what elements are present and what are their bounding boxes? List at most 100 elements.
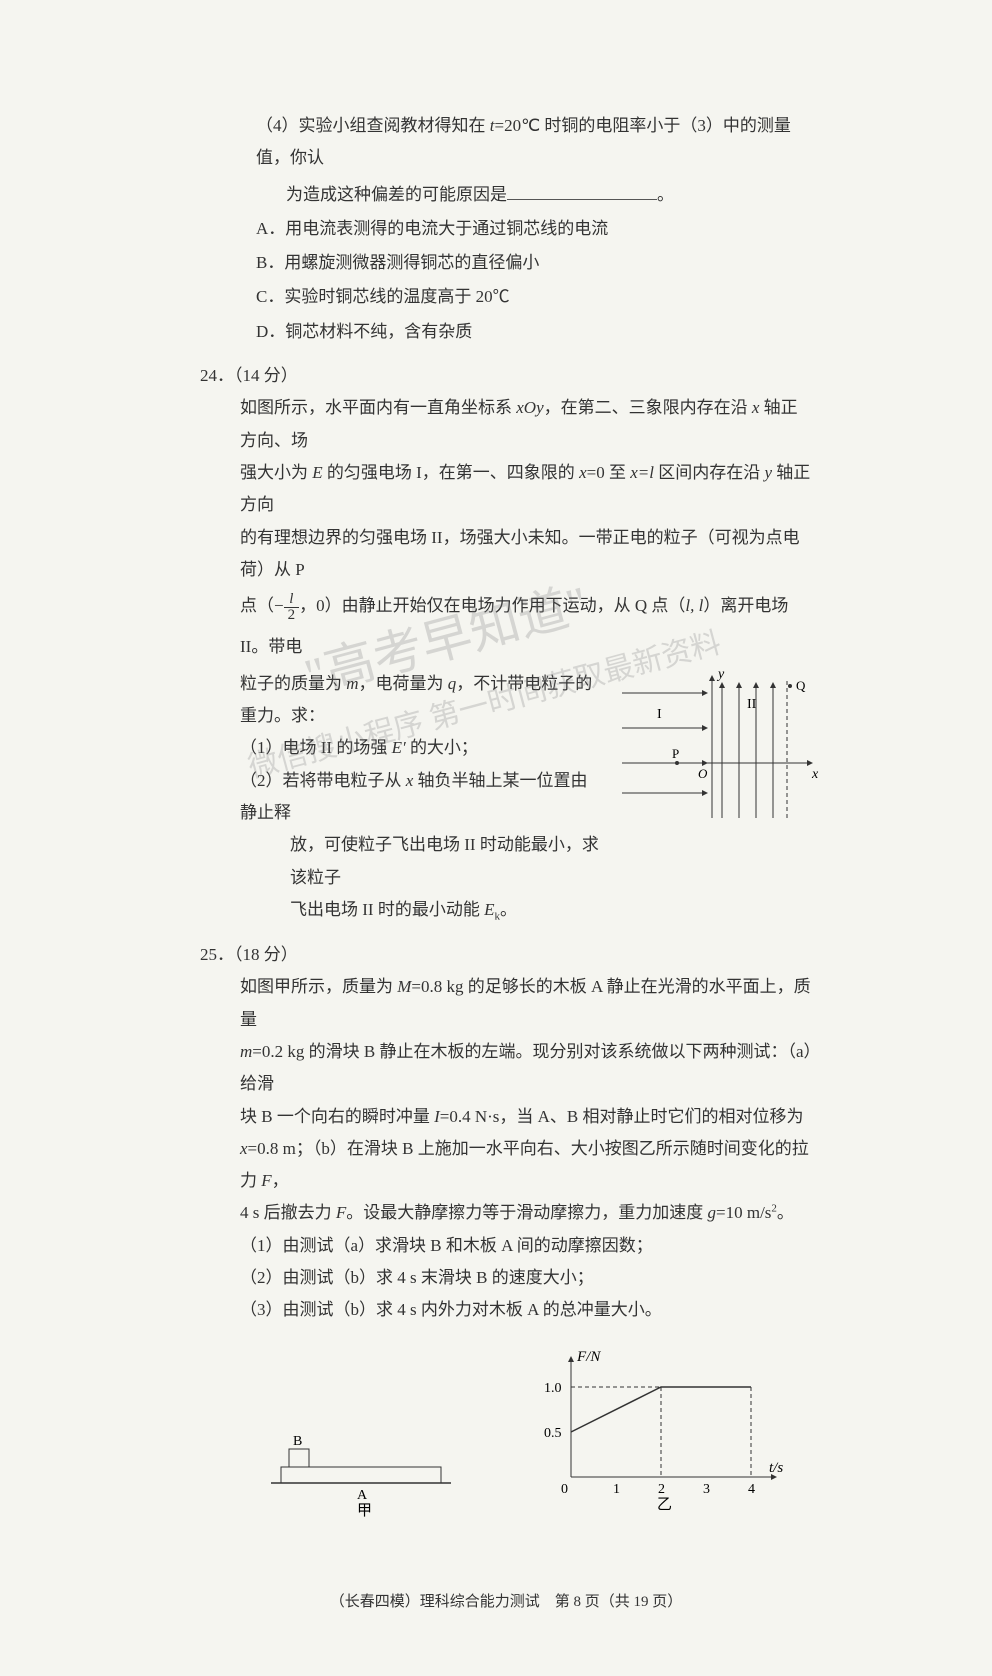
- q25-fig-a-svg: B A 甲: [261, 1427, 461, 1517]
- v: m: [346, 674, 358, 693]
- t: 的大小；: [406, 738, 478, 757]
- svg-text:t/s: t/s: [769, 1460, 783, 1476]
- svg-text:O: O: [698, 766, 708, 781]
- t: 如图所示，水平面内有一直角坐标系: [240, 398, 516, 417]
- t: 的匀强电场 I，在第一、四象限的: [323, 463, 579, 482]
- svg-text:II: II: [747, 697, 757, 712]
- t: 强大小为: [240, 463, 312, 482]
- q23-part4: （4）实验小组查阅教材得知在 t=20℃ 时铜的电阻率小于（3）中的测量值，你认: [256, 110, 812, 175]
- q24-body: 如图所示，水平面内有一直角坐标系 xOy，在第二、三象限内存在沿 x 轴正方向、…: [240, 392, 812, 927]
- blank-line: [507, 199, 657, 200]
- q25-p2: m=0.2 kg 的滑块 B 静止在木板的左端。现分别对该系统做以下两种测试：（…: [240, 1036, 812, 1101]
- t: （2）若将带电粒子从: [240, 771, 406, 790]
- q24-row: 粒子的质量为 m，电荷量为 q，不计带电粒子的重力。求： （1）电场 II 的场…: [240, 668, 812, 927]
- t: =0 至: [587, 463, 631, 482]
- svg-text:B: B: [293, 1434, 302, 1449]
- q24-p3: 的有理想边界的匀强电场 II，场强大小未知。一带正电的粒子（可视为点电荷）从 P: [240, 522, 812, 587]
- v: x: [240, 1139, 248, 1158]
- fraction: l2: [284, 592, 300, 623]
- v: y: [764, 463, 772, 482]
- svg-text:4: 4: [748, 1482, 755, 1497]
- v: F: [261, 1171, 271, 1190]
- q24-svg: y x I II P O Q: [612, 668, 822, 828]
- svg-text:y: y: [716, 668, 725, 682]
- v: E: [312, 463, 322, 482]
- t: 。设最大静摩擦力等于滑动摩擦力，重力加速度: [346, 1203, 707, 1222]
- q23-part4-line2: 为造成这种偏差的可能原因是 。: [256, 179, 812, 211]
- q25-p3: 块 B 一个向右的瞬时冲量 I=0.4 N·s，当 A、B 相对静止时它们的相对…: [240, 1101, 812, 1133]
- t: =0.2 kg 的滑块 B 静止在木板的左端。现分别对该系统做以下两种测试：（a…: [240, 1042, 812, 1093]
- svg-text:3: 3: [703, 1482, 710, 1497]
- svg-text:I: I: [657, 707, 662, 722]
- t: ，: [272, 1171, 289, 1190]
- q24-p4: 点（−l2，0）由静止开始仅在电场力作用下运动，从 Q 点（l, l）离开电场 …: [240, 586, 812, 668]
- t: 。: [777, 1203, 794, 1222]
- page-footer: （长春四模）理科综合能力测试 第 8 页（共 19 页）: [200, 1588, 812, 1617]
- q24-p5: 粒子的质量为 m，电荷量为 q，不计带电粒子的重力。求：: [240, 668, 602, 733]
- q25-sub2: （2）由测试（b）求 4 s 末滑块 B 的速度大小；: [240, 1262, 812, 1294]
- q25-fig-a: B A 甲: [261, 1427, 461, 1528]
- v: E′: [392, 738, 406, 757]
- t: ，电荷量为: [359, 674, 448, 693]
- svg-text:1.0: 1.0: [544, 1381, 562, 1396]
- svg-text:乙: 乙: [657, 1497, 672, 1513]
- q25-header: 25．（18 分）: [200, 939, 812, 971]
- q25-p5: 4 s 后撤去力 F。设最大静摩擦力等于滑动摩擦力，重力加速度 g=10 m/s…: [240, 1197, 812, 1229]
- v: M: [397, 977, 411, 996]
- t: 点（−: [240, 596, 284, 615]
- q24-figure: y x I II P O Q: [602, 668, 812, 927]
- v: F: [336, 1203, 346, 1222]
- q25-p4: x=0.8 m；（b）在滑块 B 上施加一水平向右、大小按图乙所示随时间变化的拉…: [240, 1133, 812, 1198]
- t: =0.8 m；（b）在滑块 B 上施加一水平向右、大小按图乙所示随时间变化的拉力: [240, 1139, 809, 1190]
- t: 4 s 后撤去力: [240, 1203, 336, 1222]
- t: ，0）由静止开始仅在电场力作用下运动，从 Q 点（: [299, 596, 685, 615]
- q24-p1: 如图所示，水平面内有一直角坐标系 xOy，在第二、三象限内存在沿 x 轴正方向、…: [240, 392, 812, 457]
- t: 如图甲所示，质量为: [240, 977, 397, 996]
- v: x=l: [630, 463, 654, 482]
- q25-figures: B A 甲: [240, 1347, 812, 1528]
- t: =10 m/s: [716, 1203, 771, 1222]
- t: （1）电场 II 的场强: [240, 738, 392, 757]
- q23-part4-period: 。: [657, 185, 674, 204]
- t: ，在第二、三象限内存在沿: [544, 398, 752, 417]
- q24-header: 24．（14 分）: [200, 360, 812, 392]
- svg-text:F/N: F/N: [576, 1349, 601, 1365]
- q25-fig-b-svg: 0 1 2 3 4 0.5 1.0 F/N t/s 乙: [531, 1347, 791, 1517]
- choice-C: C．实验时铜芯线的温度高于 20℃: [256, 281, 812, 313]
- q24-text-col: 粒子的质量为 m，电荷量为 q，不计带电粒子的重力。求： （1）电场 II 的场…: [240, 668, 602, 927]
- svg-text:A: A: [357, 1488, 368, 1503]
- v: q: [448, 674, 457, 693]
- v: xOy: [516, 398, 543, 417]
- t: 区间内存在沿: [654, 463, 765, 482]
- q23-part4-text-c: 为造成这种偏差的可能原因是: [286, 185, 507, 204]
- svg-text:0.5: 0.5: [544, 1426, 562, 1441]
- q23-part4-text-a: （4）实验小组查阅教材得知在: [256, 116, 490, 135]
- choice-B: B．用螺旋测微器测得铜芯的直径偏小: [256, 247, 812, 279]
- q25-p1: 如图甲所示，质量为 M=0.8 kg 的足够长的木板 A 静止在光滑的水平面上，…: [240, 971, 812, 1036]
- v: l, l: [685, 596, 703, 615]
- q25-sub1: （1）由测试（a）求滑块 B 和木板 A 间的动摩擦因数；: [240, 1230, 812, 1262]
- q24-sub1: （1）电场 II 的场强 E′ 的大小；: [240, 732, 602, 764]
- svg-text:2: 2: [658, 1482, 665, 1497]
- exam-page: （4）实验小组查阅教材得知在 t=20℃ 时铜的电阻率小于（3）中的测量值，你认…: [0, 0, 992, 1676]
- choice-A: A．用电流表测得的电流大于通过铜芯线的电流: [256, 213, 812, 245]
- t: 粒子的质量为: [240, 674, 346, 693]
- t: 块 B 一个向右的瞬时冲量: [240, 1107, 434, 1126]
- svg-text:P: P: [672, 746, 679, 761]
- q24-sub2-d: 飞出电场 II 时的最小动能 Ek。: [290, 894, 602, 927]
- t: =0.4 N·s，当 A、B 相对静止时它们的相对位移为: [440, 1107, 804, 1126]
- v: E: [484, 900, 494, 919]
- svg-text:0: 0: [561, 1482, 568, 1497]
- q24-sub2: （2）若将带电粒子从 x 轴负半轴上某一位置由静止释: [240, 765, 602, 830]
- q25-body: 如图甲所示，质量为 M=0.8 kg 的足够长的木板 A 静止在光滑的水平面上，…: [240, 971, 812, 1528]
- q25-sub3: （3）由测试（b）求 4 s 内外力对木板 A 的总冲量大小。: [240, 1294, 812, 1326]
- svg-text:甲: 甲: [357, 1503, 372, 1517]
- t: 。: [500, 900, 517, 919]
- q24-sub2-c: 放，可使粒子飞出电场 II 时动能最小，求该粒子: [290, 829, 602, 894]
- v: g: [708, 1203, 717, 1222]
- svg-text:Q: Q: [796, 678, 806, 693]
- q25-fig-b: 0 1 2 3 4 0.5 1.0 F/N t/s 乙: [531, 1347, 791, 1528]
- t: 飞出电场 II 时的最小动能: [290, 900, 484, 919]
- v: x: [579, 463, 587, 482]
- choice-D: D．铜芯材料不纯，含有杂质: [256, 316, 812, 348]
